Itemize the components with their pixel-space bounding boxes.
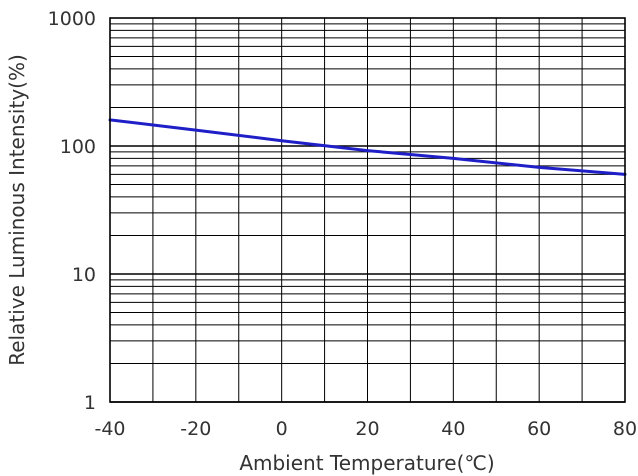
- x-tick-label: 20: [355, 418, 379, 440]
- y-tick-labels: 1 10 100 1000: [48, 8, 96, 414]
- series-layer: [108, 118, 627, 176]
- y-tick-label: 1: [84, 392, 96, 414]
- x-tick-label: 40: [441, 418, 465, 440]
- series-line: [108, 118, 627, 176]
- x-axis-label: Ambient Temperature(℃): [239, 451, 494, 475]
- y-tick-label: 1000: [48, 8, 96, 30]
- plot-frame: [109, 17, 626, 403]
- x-tick-labels: -40 -20 0 20 40 60 80: [94, 418, 637, 440]
- x-tick-label: -20: [180, 418, 211, 440]
- grid: [109, 18, 626, 403]
- x-tick-label: 80: [613, 418, 637, 440]
- y-tick-label: 100: [60, 136, 96, 158]
- x-tick-label: -40: [94, 418, 125, 440]
- y-tick-label: 10: [72, 264, 96, 286]
- y-axis-label: Relative Luminous Intensity(%): [5, 54, 29, 366]
- x-tick-label: 60: [527, 418, 551, 440]
- x-tick-label: 0: [276, 418, 288, 440]
